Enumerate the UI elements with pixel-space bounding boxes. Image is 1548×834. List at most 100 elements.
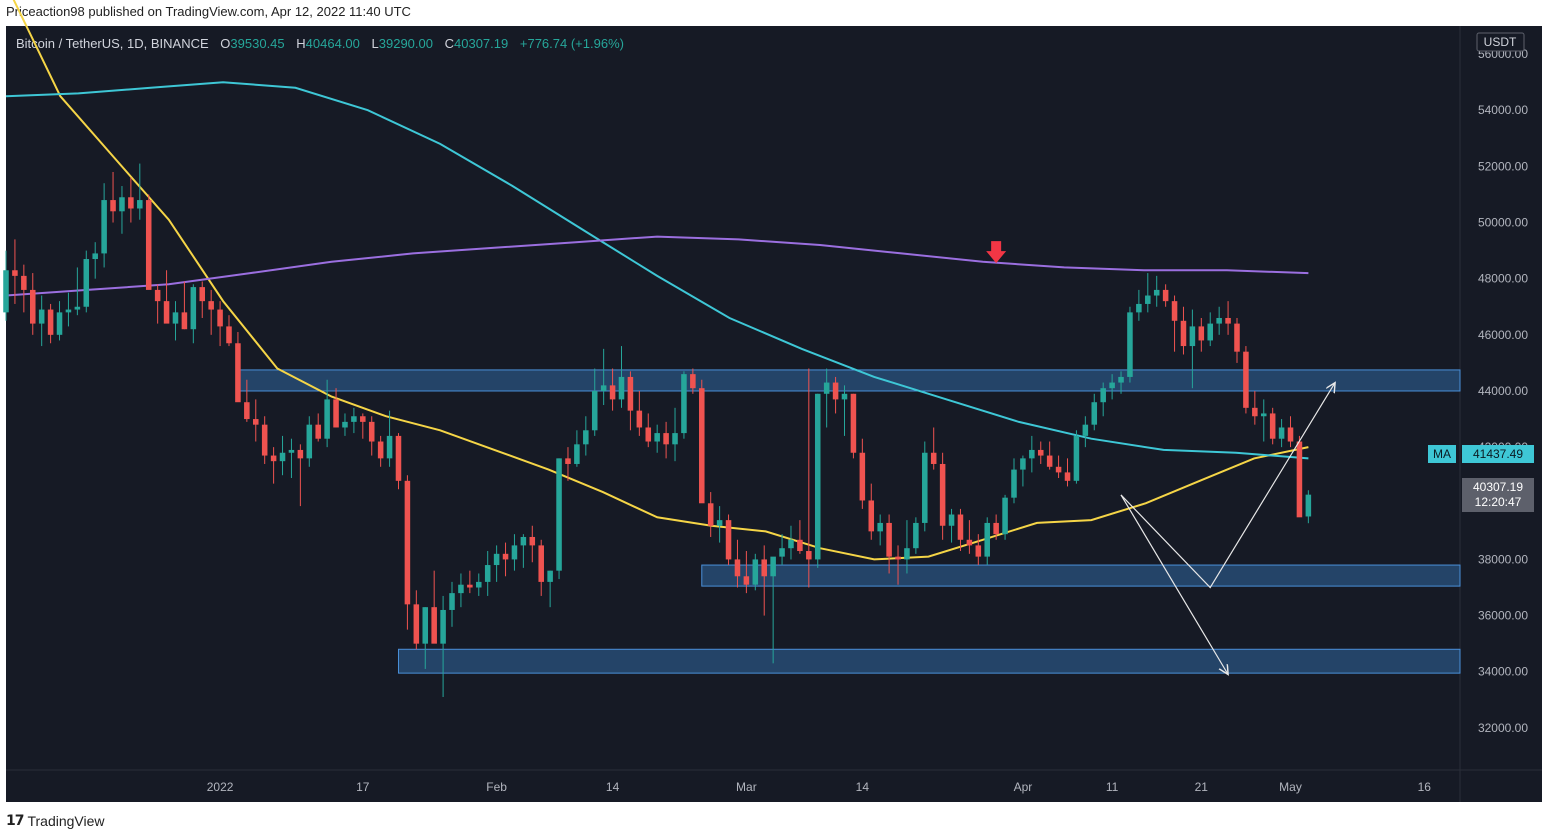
ma-value-badge: [1462, 445, 1534, 463]
candle-body: [145, 200, 152, 290]
candle-body: [386, 435, 393, 459]
candle-body: [806, 551, 812, 560]
price-tick-label: 46000.00: [1478, 328, 1528, 342]
candle-body: [1189, 326, 1196, 347]
candle-body: [663, 433, 669, 445]
candle-body: [1234, 323, 1240, 352]
candle-body: [110, 200, 116, 212]
candle-body: [83, 259, 90, 307]
candle-body: [29, 289, 36, 324]
candle-body: [12, 270, 18, 276]
candle-body: [21, 275, 27, 290]
candle-body: [1162, 289, 1169, 302]
candle-body: [511, 545, 518, 560]
candle-body: [1055, 466, 1062, 473]
candle-body: [1296, 441, 1303, 518]
candle-body: [1020, 458, 1026, 470]
brand-name: TradingView: [27, 812, 105, 829]
candle-body: [939, 463, 946, 526]
candle-body: [476, 581, 482, 588]
candle-body: [814, 393, 821, 560]
candle-body: [850, 393, 857, 453]
open-value: 39530.45: [230, 36, 285, 51]
candle-body: [859, 452, 866, 501]
candle-body: [493, 553, 500, 566]
candle-body: [306, 424, 313, 459]
candle-body: [770, 556, 776, 577]
candle-body: [279, 452, 286, 462]
ma-tag-badge: [1428, 445, 1456, 463]
candle-body: [743, 576, 750, 585]
candle-body: [360, 416, 366, 422]
candle-body: [583, 430, 589, 445]
candle-body: [244, 402, 250, 420]
candle-body: [904, 548, 910, 560]
support-resistance-zone: [237, 369, 1461, 392]
projection-path: [1120, 494, 1228, 675]
candle-body: [591, 390, 598, 431]
candle-body: [520, 536, 527, 546]
candle-body: [690, 374, 696, 389]
candle-body: [547, 570, 553, 582]
candle-body: [74, 306, 81, 310]
candle-body: [1153, 289, 1160, 296]
price-tick-label: 54000.00: [1478, 103, 1528, 117]
candle-body: [190, 287, 197, 330]
candle-body: [199, 287, 206, 302]
candle-body: [716, 520, 723, 526]
price-tick-label: 36000.00: [1478, 609, 1528, 623]
candle-body: [1198, 326, 1205, 341]
candle-body: [538, 545, 544, 582]
tradingview-logo-icon: 𝟭𝟳: [6, 812, 25, 828]
candle-body: [993, 522, 999, 535]
candle-body: [137, 200, 143, 209]
low-label: L: [371, 36, 379, 51]
candle-body: [1002, 497, 1008, 535]
open-label: O: [220, 36, 231, 51]
candle-body: [1109, 382, 1115, 389]
candle-body: [128, 197, 134, 209]
candle-body: [297, 449, 304, 459]
candle-body: [440, 609, 446, 644]
candle-body: [1287, 427, 1294, 442]
candle-body: [1225, 317, 1231, 324]
candle-body: [458, 584, 464, 594]
support-resistance-zone: [397, 648, 1461, 674]
moving-average-line: [12, 0, 1309, 561]
last-price-box: [1462, 478, 1534, 512]
candle-body: [65, 309, 72, 313]
candle-body: [270, 455, 277, 462]
candle-body: [734, 559, 741, 577]
candle-body: [422, 607, 429, 644]
candle-body: [707, 503, 714, 526]
candle-body: [1136, 303, 1142, 313]
date-tick-label: 17: [356, 780, 370, 794]
candle-body: [1127, 312, 1133, 377]
candle-body: [725, 520, 732, 560]
candle-body: [56, 312, 63, 335]
candle-body: [315, 424, 321, 439]
candle-body: [467, 584, 473, 588]
candle-body: [832, 382, 839, 400]
price-tick-label: 52000.00: [1478, 159, 1528, 173]
candle-body: [1073, 435, 1080, 481]
price-tick-label: 34000.00: [1478, 665, 1528, 679]
candle-body: [1260, 413, 1267, 417]
candle-body: [1011, 469, 1017, 498]
candle-body: [654, 433, 660, 442]
date-tick-label: 2022: [207, 780, 234, 794]
candle-body: [948, 514, 955, 526]
candle-body: [1252, 407, 1258, 417]
candle-body: [404, 480, 411, 605]
candle-body: [1171, 301, 1178, 321]
currency-badge: [1476, 32, 1525, 52]
footer-brand: 𝟭𝟳 TradingView: [6, 812, 105, 829]
low-value: 39290.00: [378, 36, 433, 51]
candle-body: [779, 548, 785, 557]
candle-body: [217, 309, 223, 327]
candle-body: [484, 565, 491, 582]
candle-body: [886, 522, 892, 557]
candle-body: [645, 427, 652, 442]
candle-body: [797, 539, 803, 552]
